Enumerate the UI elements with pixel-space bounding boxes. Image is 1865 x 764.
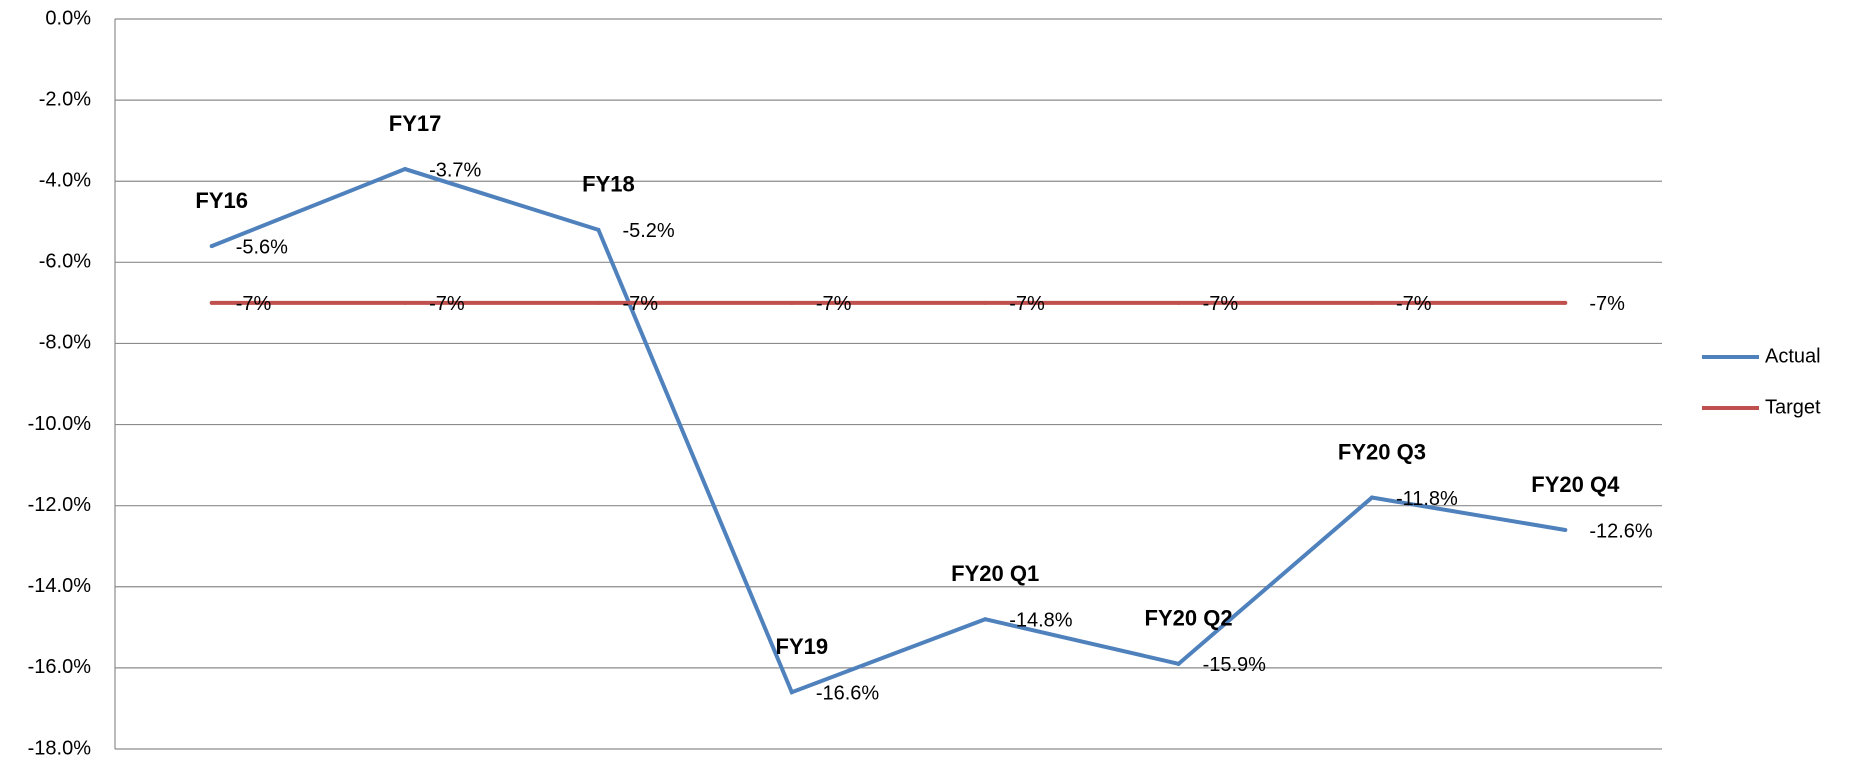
point — [403, 167, 408, 172]
y-tick-label: -6.0% — [39, 251, 91, 273]
point — [209, 244, 214, 249]
line-0 — [210, 166, 1566, 695]
value-label: -5.6% — [236, 236, 288, 258]
category-label: FY18 — [582, 172, 635, 197]
point — [1563, 300, 1568, 305]
value-label: -3.7% — [429, 159, 481, 181]
value-label: -16.6% — [816, 683, 880, 705]
legend-label: Target — [1765, 396, 1821, 418]
y-tick-label: -14.0% — [28, 575, 92, 597]
value-label: -7% — [1396, 293, 1432, 315]
y-tick-label: -8.0% — [39, 332, 91, 354]
point — [1369, 495, 1374, 500]
value-label: -7% — [816, 293, 852, 315]
point — [596, 227, 601, 232]
value-label: -7% — [1203, 293, 1239, 315]
point — [1369, 300, 1374, 305]
value-label: -12.6% — [1589, 520, 1653, 542]
point — [1176, 300, 1181, 305]
category-label: FY20 Q1 — [951, 561, 1039, 586]
y-tick-label: -16.0% — [28, 656, 92, 678]
value-label: -7% — [429, 293, 465, 315]
value-label: -7% — [236, 293, 272, 315]
category-label: FY19 — [776, 634, 829, 659]
point — [209, 300, 214, 305]
value-label: -7% — [622, 293, 658, 315]
value-label: -5.2% — [622, 220, 674, 242]
point — [789, 300, 794, 305]
point — [1563, 528, 1568, 532]
y-tick-label: -10.0% — [28, 413, 92, 435]
category-label: FY20 Q3 — [1338, 439, 1426, 464]
y-tick-label: -2.0% — [39, 88, 91, 110]
point — [596, 300, 601, 305]
value-label: -7% — [1589, 293, 1625, 315]
y-tick-label: -4.0% — [39, 170, 91, 192]
value-label: -11.8% — [1396, 488, 1458, 510]
y-tick-label: -12.0% — [28, 494, 92, 516]
value-label: -14.8% — [1009, 610, 1073, 632]
category-label: FY20 Q4 — [1531, 472, 1620, 497]
point — [403, 300, 408, 305]
point — [983, 617, 988, 622]
value-label: -7% — [1009, 293, 1045, 315]
y-tick-label: 0.0% — [45, 7, 91, 29]
point — [983, 300, 988, 305]
point — [1176, 661, 1181, 666]
category-label: FY20 Q2 — [1145, 606, 1233, 631]
category-label: FY17 — [389, 111, 442, 136]
y-tick-label: -18.0% — [28, 737, 92, 759]
category-label: FY16 — [195, 188, 248, 213]
point — [789, 690, 794, 695]
legend-label: Actual — [1765, 345, 1821, 367]
value-label: -15.9% — [1203, 654, 1267, 676]
